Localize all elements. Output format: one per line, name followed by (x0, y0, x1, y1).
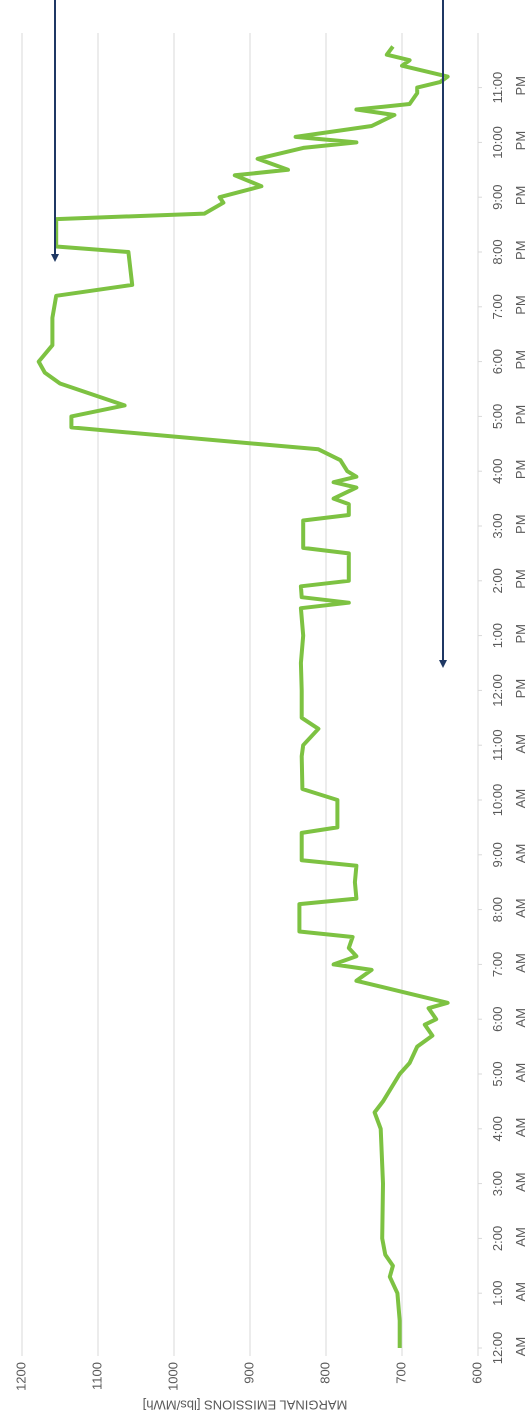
x-tick-label: 7:00 PM (490, 294, 528, 319)
x-tick-label: 9:00 PM (490, 185, 528, 210)
x-tick-label: 11:00 AM (490, 729, 528, 761)
x-tick-label: 5:00 AM (490, 1061, 528, 1086)
y-axis-title: MARGINAL EMISSIONS [lbs/MWh] (143, 1398, 348, 1413)
x-tick-label: 6:00 PM (490, 349, 528, 374)
y-tick-label: 700 (393, 1362, 408, 1384)
y-tick-label: 1100 (89, 1362, 104, 1390)
chart: MARGINAL EMISSIONS [lbs/MWh] 600 700 800 90… (0, 0, 530, 1418)
y-tick-label: 900 (241, 1362, 256, 1384)
rotated-plot: MARGINAL EMISSIONS [lbs/MWh] 600 700 800 90… (13, 33, 528, 1413)
x-tick-label: 3:00 PM (490, 513, 528, 538)
x-tick-label: 5:00 PM (490, 404, 528, 429)
x-tick-label: 8:00 AM (490, 897, 528, 922)
x-tick-label: 1:00 AM (490, 1281, 528, 1306)
x-tick-label: 10:00 PM (490, 126, 528, 159)
x-tick-label: 1:00 PM (490, 623, 528, 648)
x-tick-label: 4:00 PM (490, 459, 528, 484)
x-tick-label: 2:00 AM (490, 1226, 528, 1251)
y-tick-label: 800 (317, 1362, 332, 1384)
x-tick-label: 9:00 AM (490, 842, 528, 867)
x-tick-label: 7:00 AM (490, 952, 528, 977)
x-tick-label: 3:00 AM (490, 1171, 528, 1196)
x-tick-label: 10:00 AM (490, 784, 528, 817)
x-tick-label: 4:00 AM (490, 1116, 528, 1141)
x-tick-label: 6:00 AM (490, 1007, 528, 1032)
x-tick-label: 8:00 PM (490, 239, 528, 264)
line-series (39, 47, 448, 1349)
y-tick-label: 1200 (13, 1362, 28, 1391)
x-tick-label: 2:00 PM (490, 568, 528, 593)
page: {"chart_data": {"type": "line", "y_label… (0, 0, 530, 1418)
x-tick-label: 11:00 PM (490, 72, 528, 104)
y-tick-label: 1000 (165, 1362, 180, 1391)
y-tick-label: 600 (469, 1362, 484, 1384)
x-tick-label: 12:00 AM (490, 1332, 528, 1365)
x-tick-label: 12:00 PM (490, 674, 528, 707)
